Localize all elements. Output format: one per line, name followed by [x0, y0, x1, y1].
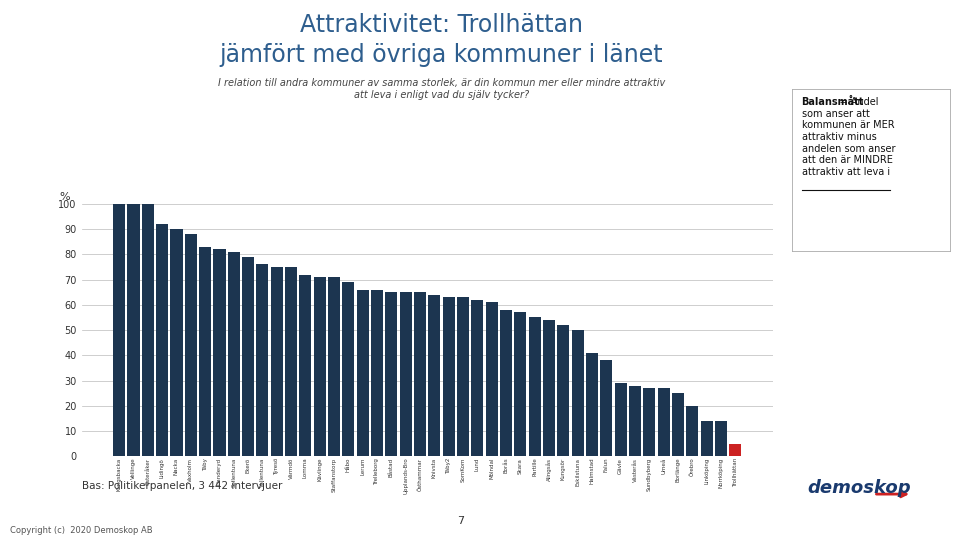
Bar — [385, 292, 397, 456]
Bar — [471, 300, 484, 456]
Bar — [557, 325, 569, 456]
Text: Copyright (c)  2020 Demoskop AB: Copyright (c) 2020 Demoskop AB — [10, 525, 153, 535]
Bar — [170, 229, 182, 456]
Bar — [356, 289, 369, 456]
Bar — [486, 302, 498, 456]
Bar — [285, 267, 298, 456]
Bar — [156, 224, 168, 456]
Bar — [242, 257, 254, 456]
Bar — [715, 421, 727, 456]
Bar — [672, 393, 684, 456]
Bar — [543, 320, 555, 456]
Text: 7: 7 — [457, 516, 465, 526]
Text: Balansmått: Balansmått — [802, 97, 864, 107]
Bar — [371, 289, 383, 456]
Bar — [128, 204, 139, 456]
Bar — [199, 247, 211, 456]
Bar — [414, 292, 426, 456]
Bar — [271, 267, 283, 456]
Bar — [730, 444, 741, 456]
Bar — [328, 277, 340, 456]
Bar — [529, 318, 540, 456]
Text: demoskop: demoskop — [807, 479, 911, 497]
Bar — [571, 330, 584, 456]
Bar — [443, 297, 455, 456]
Bar — [213, 249, 226, 456]
Bar — [643, 388, 656, 456]
Bar — [686, 406, 698, 456]
Bar — [701, 421, 712, 456]
Bar — [586, 353, 598, 456]
Text: I relation till andra kommuner av samma storlek, är din kommun mer eller mindre : I relation till andra kommuner av samma … — [218, 78, 665, 100]
Bar — [614, 383, 627, 456]
Bar — [658, 388, 670, 456]
Bar — [256, 265, 269, 456]
Bar — [515, 312, 526, 456]
Bar — [314, 277, 325, 456]
Bar — [500, 310, 512, 456]
Bar — [142, 204, 154, 456]
Bar — [629, 386, 641, 456]
Bar — [399, 292, 412, 456]
Bar — [428, 295, 441, 456]
Bar — [184, 234, 197, 456]
Bar — [113, 204, 125, 456]
Bar — [457, 297, 469, 456]
Text: Bas: Politikerpanelen, 3 442 intervjuer: Bas: Politikerpanelen, 3 442 intervjuer — [82, 481, 282, 491]
Bar — [343, 282, 354, 456]
Bar — [228, 252, 240, 456]
Text: = Andel
som anser att
kommunen är MER
attraktiv minus
andelen som anser
att den : = Andel som anser att kommunen är MER at… — [802, 97, 895, 177]
Bar — [600, 360, 612, 456]
Text: Attraktivitet: Trollhättan: Attraktivitet: Trollhättan — [300, 14, 583, 37]
Text: jämfört med övriga kommuner i länet: jämfört med övriga kommuner i länet — [220, 43, 663, 67]
Y-axis label: %: % — [59, 192, 70, 202]
Bar — [300, 274, 311, 456]
